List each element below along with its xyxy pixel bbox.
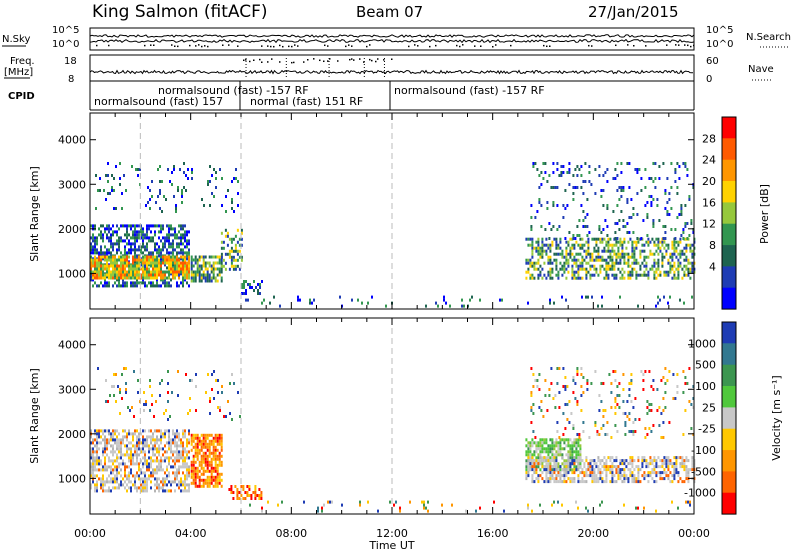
x-tick-label: 04:00 [175, 527, 207, 540]
freq-label: Freq. [10, 56, 35, 67]
nsearch-tick-top: 10^5 [706, 25, 733, 36]
power-y-tick-label: 2000 [58, 223, 86, 236]
cpid-segment-3: normal (fast) 151 RF [250, 95, 363, 108]
nsearch-label: N.Search [746, 32, 791, 43]
x-axis-label: Time UT [368, 539, 414, 552]
power-colorbar-tick: 20 [702, 175, 716, 188]
power-colorbar-label: Power [dB] [758, 184, 771, 244]
velocity-colorbar-label: Velocity [m s⁻¹] [770, 375, 783, 460]
power-colorbar-tick: 12 [702, 218, 716, 231]
freq-strip [89, 54, 695, 82]
cpid-segment-2: normalsound (fast) 157 [94, 95, 223, 108]
velocity-y-axis: 4000 3000 2000 1000 [58, 339, 694, 485]
velocity-colorbar-tick: 1000 [688, 337, 716, 350]
power-echo-region [90, 255, 190, 280]
power-echo-region [190, 255, 223, 283]
station-title: King Salmon (fitACF) [92, 2, 268, 22]
x-tick-label: 16:00 [477, 527, 509, 540]
power-heatmap [90, 162, 696, 308]
velocity-echo-region [525, 456, 696, 484]
cpid-label: CPID [8, 91, 35, 102]
power-echo-region [95, 162, 239, 213]
x-tick-label: 08:00 [275, 527, 307, 540]
x-tick-label: 00:00 [678, 527, 710, 540]
velocity-echo-region [97, 367, 241, 421]
velocity-y-tick-label: 2000 [58, 428, 86, 441]
velocity-colorbar: 1000 500 100 25 -25 -100 -500 -1000 [684, 321, 737, 515]
nsky-trace [89, 34, 695, 48]
time-x-axis: 00:00 04:00 08:00 12:00 16:00 20:00 00:00 [74, 113, 710, 540]
power-colorbar-tick: 8 [709, 239, 716, 252]
freq-trace [89, 58, 694, 78]
velocity-echo-region [190, 433, 223, 488]
power-colorbar-tick: 16 [702, 196, 716, 209]
nave-tick-bottom: 0 [706, 74, 712, 85]
freq-tick-top: 18 [64, 56, 77, 67]
power-colorbar-tick: 24 [702, 154, 716, 167]
power-y-tick-label: 4000 [58, 134, 86, 147]
power-y-tick-label: 3000 [58, 178, 86, 191]
power-time-gridlines [139, 113, 393, 309]
velocity-colorbar-tick: -100 [691, 444, 716, 457]
velocity-echo-region [530, 367, 695, 439]
nsky-tick-bottom: 10^0 [52, 39, 79, 50]
date-title: 27/Jan/2015 [588, 3, 679, 21]
velocity-echo-region [228, 485, 263, 500]
velocity-time-gridlines [139, 318, 393, 514]
velocity-heatmap [90, 367, 696, 513]
cpid-segment-4: normalsound (fast) -157 RF [394, 84, 545, 97]
x-tick-label: 20:00 [577, 527, 609, 540]
power-echo-region [245, 295, 693, 308]
power-colorbar-tick: 28 [702, 132, 716, 145]
velocity-echo-region [249, 500, 691, 513]
freq-tick-bottom: 8 [68, 74, 74, 85]
power-echo-region [525, 237, 696, 280]
power-echo-region [241, 280, 263, 295]
x-tick-label: 12:00 [376, 527, 408, 540]
beam-title: Beam 07 [356, 3, 423, 21]
velocity-echo-region [90, 429, 190, 493]
nsky-tick-top: 10^5 [52, 25, 79, 36]
velocity-colorbar-tick: -25 [698, 423, 716, 436]
nave-tick-top: 60 [706, 56, 719, 67]
velocity-y-axis-label: Slant Range [km] [28, 368, 41, 464]
velocity-colorbar-tick: -1000 [684, 487, 716, 500]
freq-unit: [MHz] [4, 67, 33, 78]
velocity-y-tick-label: 3000 [58, 383, 86, 396]
nsearch-tick-bottom: 10^0 [706, 39, 733, 50]
power-y-axis: 4000 3000 2000 1000 [58, 134, 694, 280]
nave-label: Nave [748, 64, 774, 75]
power-y-tick-label: 1000 [58, 267, 86, 280]
velocity-y-tick-label: 4000 [58, 339, 86, 352]
velocity-colorbar-tick: -500 [691, 465, 716, 478]
x-tick-label: 00:00 [74, 527, 106, 540]
power-echo-region [530, 162, 695, 240]
nsky-strip [89, 27, 695, 51]
power-echo-region [220, 228, 243, 271]
cpid-segment-1: normalsound (fast) -157 RF [158, 84, 309, 97]
velocity-colorbar-tick: 500 [695, 359, 716, 372]
power-y-axis-label: Slant Range [km] [28, 166, 41, 262]
velocity-y-tick-label: 1000 [58, 472, 86, 485]
velocity-colorbar-tick: 25 [702, 401, 716, 414]
power-colorbar-tick: 4 [709, 260, 716, 273]
nsky-label: N.Sky [2, 34, 30, 45]
power-colorbar: 28 24 20 16 12 8 4 [702, 116, 737, 310]
velocity-colorbar-tick: 100 [695, 380, 716, 393]
